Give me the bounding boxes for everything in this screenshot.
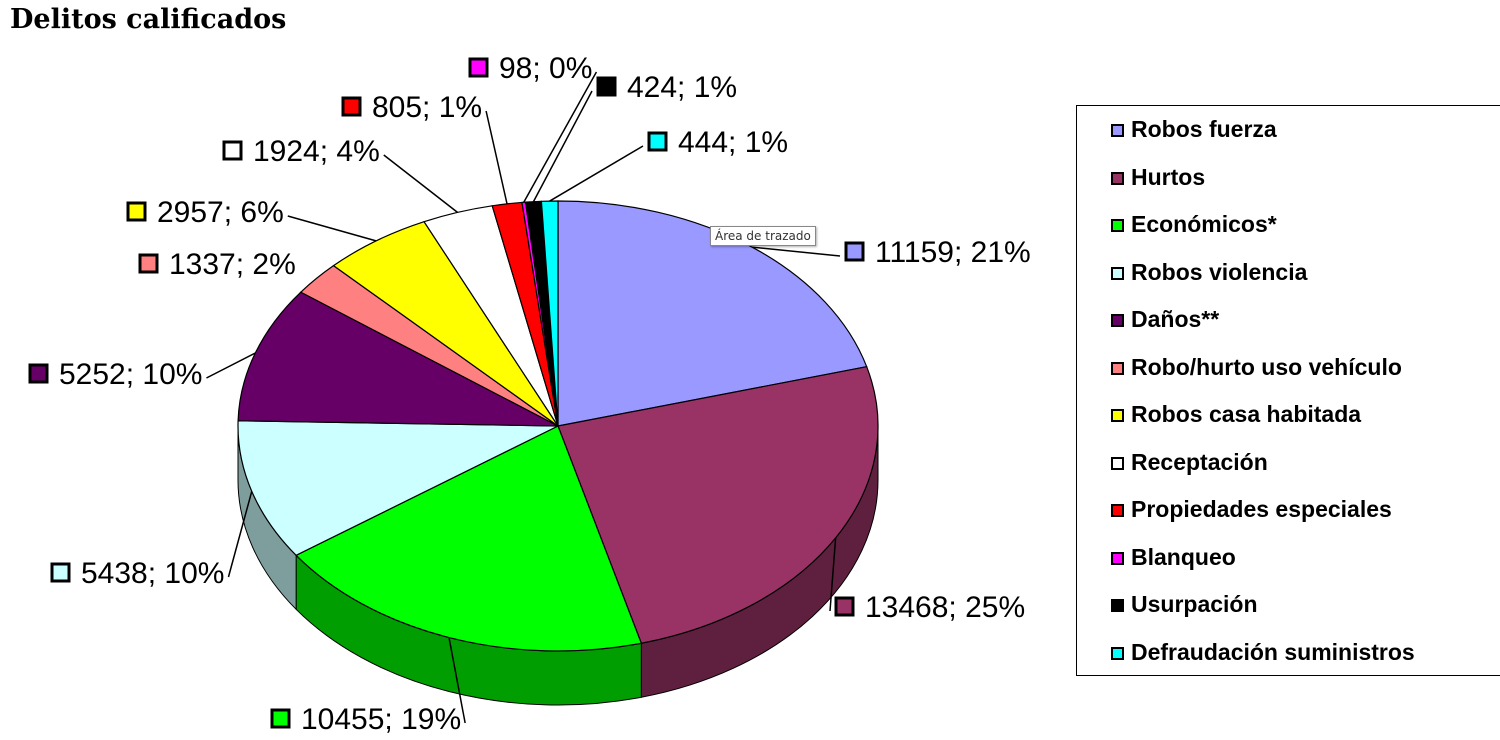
data-label-robo-hurto-uso-vehiculo: 1337; 2%: [138, 248, 296, 281]
data-label-defraudacion-suministros: 444; 1%: [647, 126, 788, 159]
label-swatch: [647, 131, 668, 152]
data-label-economicos: 10455; 19%: [270, 703, 461, 736]
legend-swatch-receptacion: [1111, 456, 1124, 470]
legend-label-economicos: Económicos*: [1131, 211, 1277, 237]
leader-line-blanqueo: [523, 71, 598, 203]
legend-swatch-robos-fuerza: [1111, 124, 1124, 137]
legend-label-propiedades-especiales: Propiedades especiales: [1131, 496, 1392, 522]
label-text: 5438; 10%: [81, 557, 224, 590]
data-label-danos: 5252; 10%: [28, 358, 202, 391]
data-label-blanqueo: 98; 0%: [468, 52, 592, 85]
label-swatch: [138, 253, 159, 274]
label-swatch: [126, 201, 147, 222]
legend-swatch-robos-casa-habitada: [1111, 409, 1124, 422]
label-text: 1337; 2%: [169, 248, 296, 281]
legend-swatch-blanqueo: [1111, 551, 1124, 565]
legend-label-robos-casa-habitada: Robos casa habitada: [1131, 401, 1362, 427]
leader-line-robos-casa-habitada: [287, 215, 377, 242]
leader-line-hurtos: [829, 537, 837, 612]
plot-area-tooltip: Área de trazado: [710, 226, 816, 246]
legend-swatch-defraudacion-suministros: [1111, 646, 1124, 660]
legend-swatch-robos-violencia: [1111, 266, 1124, 280]
leader-line-defraudacion-suministros: [549, 145, 644, 202]
legend-label-blanqueo: Blanqueo: [1131, 543, 1236, 570]
label-text: 1924; 4%: [253, 135, 380, 168]
label-text: 2957; 6%: [157, 196, 284, 229]
slice-hurtos: [557, 366, 879, 644]
leader-lines: [206, 71, 841, 724]
label-swatch: [28, 363, 49, 384]
slice-economicos: [295, 425, 643, 652]
legend-label-danos: Daños**: [1131, 306, 1220, 332]
data-label-propiedades-especiales: 805; 1%: [341, 91, 482, 124]
leader-line-danos: [206, 352, 256, 379]
data-label-receptacion: 1924; 4%: [222, 135, 380, 168]
label-swatch: [468, 57, 489, 78]
legend-swatch-hurtos: [1111, 171, 1124, 185]
label-swatch: [270, 708, 291, 729]
label-swatch: [596, 76, 617, 97]
leader-line-robos-violencia: [227, 491, 253, 578]
label-swatch: [50, 562, 71, 583]
chart-title: Delitos calificados: [10, 4, 287, 35]
legend-label-robos-fuerza: Robos fuerza: [1131, 116, 1277, 142]
label-text: 805; 1%: [372, 91, 482, 124]
legend-swatch-usurpacion: [1111, 599, 1124, 612]
label-text: 10455; 19%: [301, 703, 461, 736]
leader-line-receptacion: [383, 154, 458, 213]
legend-label-receptacion: Receptación: [1131, 448, 1268, 475]
label-swatch: [222, 140, 243, 161]
leader-line-robos-fuerza: [752, 246, 841, 257]
label-swatch: [341, 96, 362, 117]
label-swatch: [834, 596, 855, 617]
legend-label-usurpacion: Usurpación: [1131, 591, 1258, 617]
data-label-robos-casa-habitada: 2957; 6%: [126, 196, 284, 229]
label-text: 5252; 10%: [59, 358, 202, 391]
leader-line-propiedades-especiales: [485, 110, 508, 205]
data-label-usurpacion: 424; 1%: [596, 71, 737, 104]
label-text: 11159; 21%: [875, 236, 1031, 269]
label-text: 424; 1%: [627, 71, 737, 104]
label-text: 98; 0%: [499, 52, 592, 85]
leader-line-usurpacion: [532, 90, 593, 203]
chart-legend: Robos fuerza Hurtos Económicos* Robos viole…: [1076, 105, 1500, 676]
label-text: 444; 1%: [678, 126, 788, 159]
legend-swatch-danos: [1111, 314, 1124, 327]
legend-label-hurtos: Hurtos: [1131, 163, 1206, 190]
legend-label-defraudacion-suministros: Defraudación suministros: [1131, 638, 1415, 665]
legend-label-robo-hurto-uso-vehiculo: Robo/hurto uso vehículo: [1131, 353, 1402, 380]
label-swatch: [844, 241, 865, 262]
slice-defraudacion-suministros: [540, 200, 559, 427]
leader-line-economicos: [448, 637, 466, 724]
legend-swatch-economicos: [1111, 219, 1124, 232]
legend-swatch-robo-hurto-uso-vehiculo: [1111, 361, 1124, 375]
data-labels: 11159; 21% 13468; 25% 10455; 19% 5438; 10% 5…: [28, 52, 1031, 736]
label-text: 13468; 25%: [865, 591, 1025, 624]
slice-danos: [237, 291, 559, 427]
legend-swatch-propiedades-especiales: [1111, 504, 1124, 517]
data-label-robos-fuerza: 11159; 21%: [844, 236, 1031, 269]
data-label-hurtos: 13468; 25%: [834, 591, 1025, 624]
legend-label-robos-violencia: Robos violencia: [1131, 258, 1308, 285]
data-label-robos-violencia: 5438; 10%: [50, 557, 224, 590]
pie-slices: [237, 200, 879, 652]
